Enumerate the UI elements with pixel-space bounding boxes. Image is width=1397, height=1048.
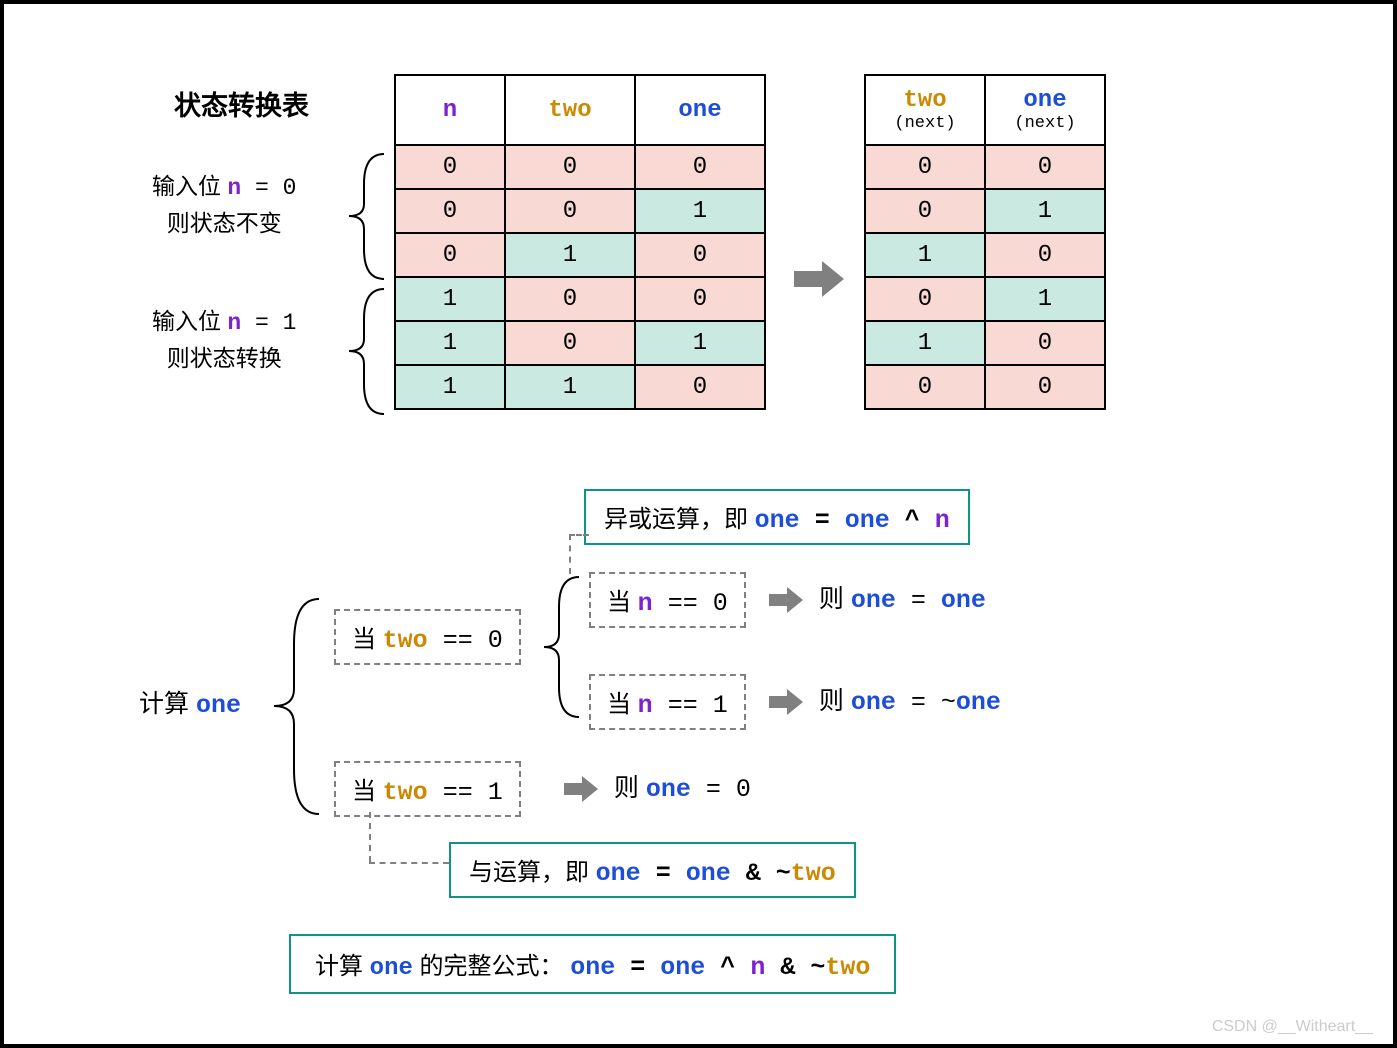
result-3: 则 one = 0 <box>564 768 751 804</box>
dashed-connector <box>569 534 571 574</box>
side-label-bottom: 输入位 n = 1 则状态转换 <box>152 304 296 375</box>
result-1: 则 one = one <box>769 579 986 615</box>
branch-two-1: 当 two == 1 <box>334 761 521 817</box>
side-label-top: 输入位 n = 0 则状态不变 <box>152 169 296 240</box>
state-table-output: two(next)one(next)000110011000 <box>864 74 1106 410</box>
title: 状态转换表 <box>174 84 309 123</box>
branch-n-0: 当 n == 0 <box>589 572 746 628</box>
state-table-input: ntwoone000001010100101110 <box>394 74 766 410</box>
var-n: n <box>227 175 241 201</box>
tree-root: 计算 one <box>139 684 241 720</box>
brace-root <box>269 594 329 819</box>
brace-top <box>344 149 394 284</box>
diagram-frame: 状态转换表 输入位 n = 0 则状态不变 输入位 n = 1 则状态转换 nt… <box>0 0 1397 1048</box>
branch-two-0: 当 two == 0 <box>334 609 521 665</box>
arrow-icon <box>564 774 600 804</box>
brace-bottom <box>344 284 394 419</box>
var-n: n <box>227 310 241 336</box>
dashed-connector <box>369 862 449 864</box>
arrow-icon <box>794 259 844 299</box>
result-2: 则 one = ~one <box>769 681 1001 717</box>
dashed-connector <box>569 534 589 536</box>
callout-xor: 异或运算，即 one = one ^ n <box>584 489 970 545</box>
callout-and: 与运算，即 one = one & ~two <box>449 842 856 898</box>
brace-sub <box>539 572 589 722</box>
branch-n-1: 当 n == 1 <box>589 674 746 730</box>
watermark: CSDN @__Witheart__ <box>1212 1018 1373 1036</box>
final-formula: 计算 one 的完整公式： one = one ^ n & ~two <box>289 934 896 994</box>
arrow-icon <box>769 687 805 717</box>
arrow-icon <box>769 585 805 615</box>
dashed-connector <box>369 812 371 862</box>
